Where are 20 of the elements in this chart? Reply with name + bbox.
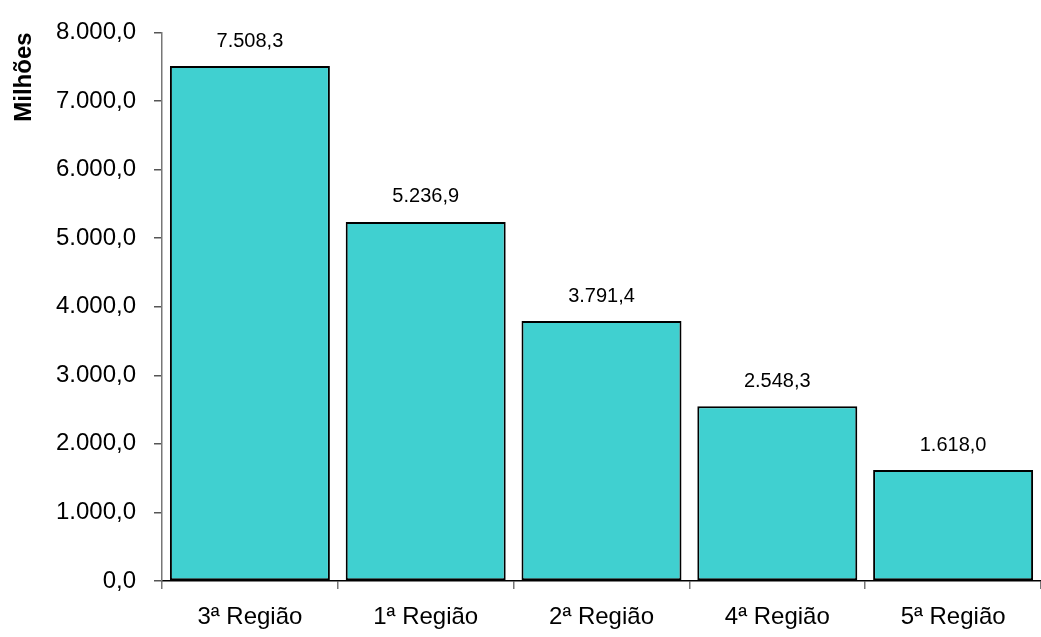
y-tick-label: 6.000,0 [55,154,136,182]
y-tick-label: 1.000,0 [55,497,136,525]
data-label: 7.508,3 [216,28,284,51]
y-tick-label: 5.000,0 [55,222,136,250]
x-tick-label: 1ª Região [373,602,479,630]
y-tick-label: 0,0 [102,565,136,593]
x-tick-label: 4ª Região [724,602,830,630]
y-tick-label: 4.000,0 [55,291,136,319]
x-tick-label: 3ª Região [197,602,303,630]
y-axis-title: Milhões [9,32,37,122]
y-tick-label: 2.000,0 [55,428,136,456]
data-label: 3.791,4 [568,283,635,306]
data-label: 2.548,3 [743,368,811,391]
x-tick-label: 5ª Região [900,602,1006,630]
y-tick-label: 7.000,0 [55,85,136,113]
x-tick-label: 2ª Região [549,602,654,630]
y-tick-label: 8.000,0 [55,17,136,45]
y-tick-label: 3.000,0 [55,359,136,387]
data-label: 5.236,9 [392,184,460,207]
data-label: 1.618,0 [919,432,987,455]
